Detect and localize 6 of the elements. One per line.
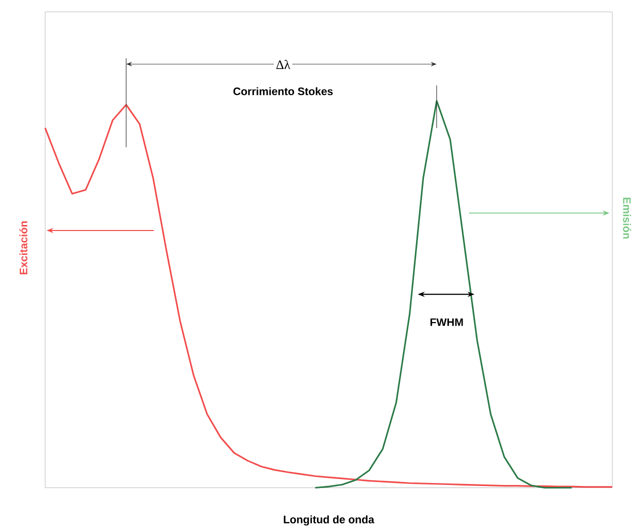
x-axis-title: Longitud de onda [284,515,374,526]
y-axis-title: Excitación [19,221,28,274]
y2-axis-title: Emisión [623,198,632,238]
text: Corrimiento Stokes [233,87,333,96]
text: Δλ [276,60,290,69]
annotation: FWHM [430,318,463,326]
